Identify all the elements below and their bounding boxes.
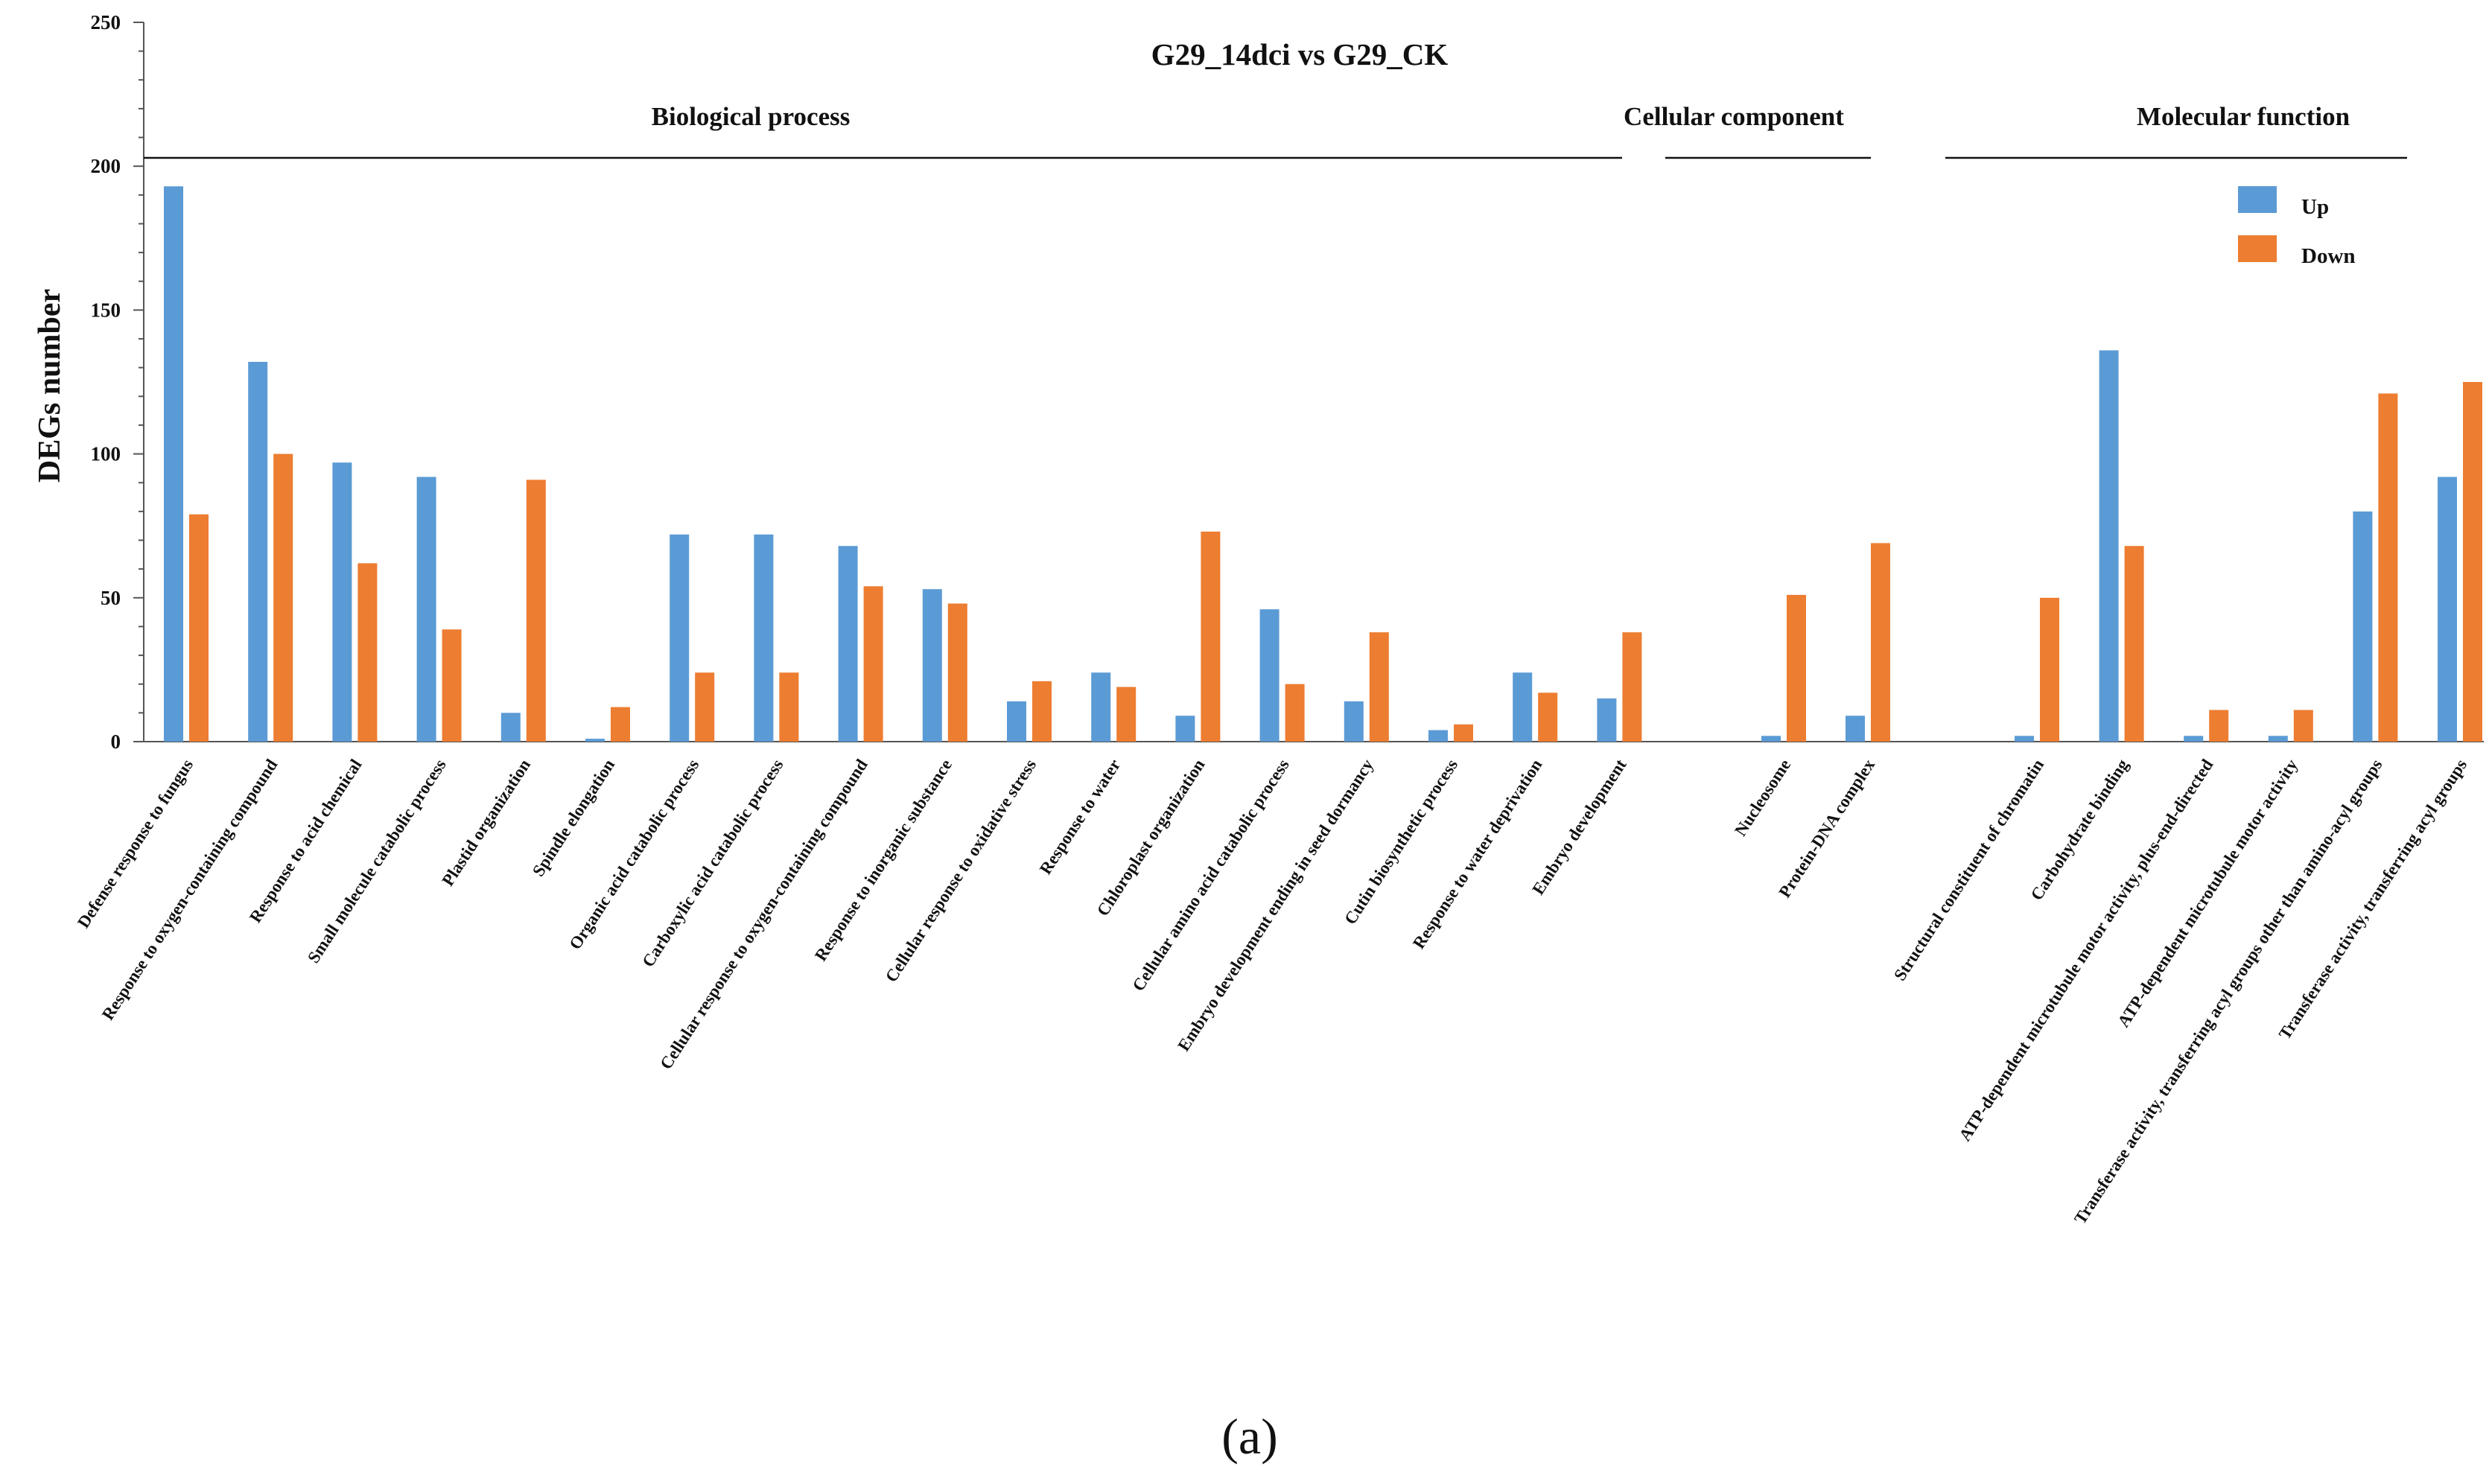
bar-down (1622, 632, 1642, 742)
legend: Up Down (2238, 186, 2356, 268)
bar-down (1201, 531, 1221, 742)
bar-down (863, 586, 883, 742)
bar-up (164, 186, 183, 742)
category-label: Nucleosome (1731, 756, 1794, 839)
y-tick-label: 200 (91, 155, 121, 177)
y-tick-label: 50 (101, 587, 121, 609)
bar-down (189, 514, 209, 742)
bar-up (1344, 701, 1364, 742)
category-label: Carboxylic acid catabolic process (638, 756, 786, 970)
bar-up (585, 739, 605, 742)
category-label: Response to inorganic substance (811, 756, 956, 964)
bar-down (947, 603, 967, 742)
bar-up (754, 534, 774, 742)
bar-up (2015, 736, 2034, 742)
y-tick-label: 100 (91, 443, 121, 465)
category-label: Protein-DNA complex (1776, 756, 1879, 901)
bar-down (611, 707, 630, 742)
bar-up (2268, 736, 2288, 742)
bar-down (2124, 546, 2144, 742)
category-label: Response to water (1036, 756, 1124, 878)
bar-up (1761, 736, 1781, 742)
bar-down (2040, 597, 2059, 742)
category-label: Embryo development ending in seed dorman… (1174, 756, 1377, 1054)
bar-up (2184, 736, 2204, 742)
bar-up (416, 477, 436, 742)
bar-up (838, 546, 858, 742)
category-label: Small molecule catabolic process (304, 756, 450, 966)
bar-down (1116, 687, 1137, 742)
bar-down (2209, 710, 2229, 742)
bar-down (1032, 681, 1052, 742)
bars (164, 186, 2482, 742)
bar-down (526, 480, 546, 742)
figure-caption: (a) (1221, 1408, 1277, 1465)
category-label: Cellular amino acid catabolic process (1129, 756, 1293, 994)
group-header-label: Biological process (652, 102, 851, 131)
category-label: Carbohydrate binding (2027, 756, 2132, 904)
category-label: Spindle elongation (529, 756, 618, 880)
y-tick-label: 0 (111, 730, 121, 753)
bar-up (922, 589, 942, 742)
bar-up (1597, 698, 1617, 742)
group-headers: Biological process Cellular component Mole… (144, 102, 2407, 159)
legend-label-down: Down (2301, 244, 2356, 268)
bar-up (1846, 716, 1865, 742)
bar-up (1428, 730, 1448, 742)
bar-up (1091, 672, 1111, 742)
bar-up (332, 462, 352, 742)
bar-up (2438, 477, 2457, 742)
legend-swatch-up (2238, 186, 2277, 213)
bar-up (1007, 701, 1026, 742)
bar-up (2099, 350, 2119, 742)
group-header-label: Molecular function (2137, 102, 2350, 131)
bar-up (1259, 609, 1280, 742)
bar-down (2293, 710, 2313, 742)
bar-down (779, 672, 799, 742)
chart-title: G29_14dci vs G29_CK (1151, 37, 1449, 71)
bar-down (2378, 393, 2398, 742)
category-label: Transferase activity, transferring acyl … (2070, 756, 2385, 1227)
bar-down (1538, 692, 1558, 742)
category-label: ATP-dependent microtubule motor activity (2114, 756, 2301, 1031)
bar-down (2463, 382, 2482, 742)
category-label: Transferase activity, transferring acyl … (2275, 756, 2470, 1042)
legend-label-up: Up (2301, 195, 2329, 219)
legend-swatch-down (2238, 235, 2277, 262)
bar-up (2353, 511, 2373, 742)
category-label: Embryo development (1528, 756, 1630, 898)
bar-up (500, 713, 521, 742)
y-tick-label: 150 (91, 299, 121, 321)
bar-up (1175, 716, 1195, 742)
bar-up (248, 361, 268, 742)
bar-down (695, 672, 715, 742)
bar-down (1787, 594, 1806, 742)
bar-down (357, 563, 378, 742)
bar-down (1285, 684, 1305, 742)
category-label: Structural constituent of chromatin (1890, 756, 2047, 984)
bar-down (1369, 632, 1389, 742)
bar-up (670, 534, 690, 742)
group-header-label: Cellular component (1624, 102, 1844, 131)
y-tick-label: 250 (91, 11, 121, 34)
bar-down (1454, 724, 1473, 742)
category-label: Cellular response to oxidative stress (882, 756, 1040, 985)
bar-down (273, 453, 293, 742)
bar-up (1513, 672, 1533, 742)
category-label: Response to oxygen-containing compound (98, 756, 282, 1023)
bar-down (1871, 543, 1890, 742)
category-label: Plastid organization (439, 756, 535, 889)
bar-down (442, 629, 462, 742)
y-axis-label: DEGs number (33, 289, 67, 483)
